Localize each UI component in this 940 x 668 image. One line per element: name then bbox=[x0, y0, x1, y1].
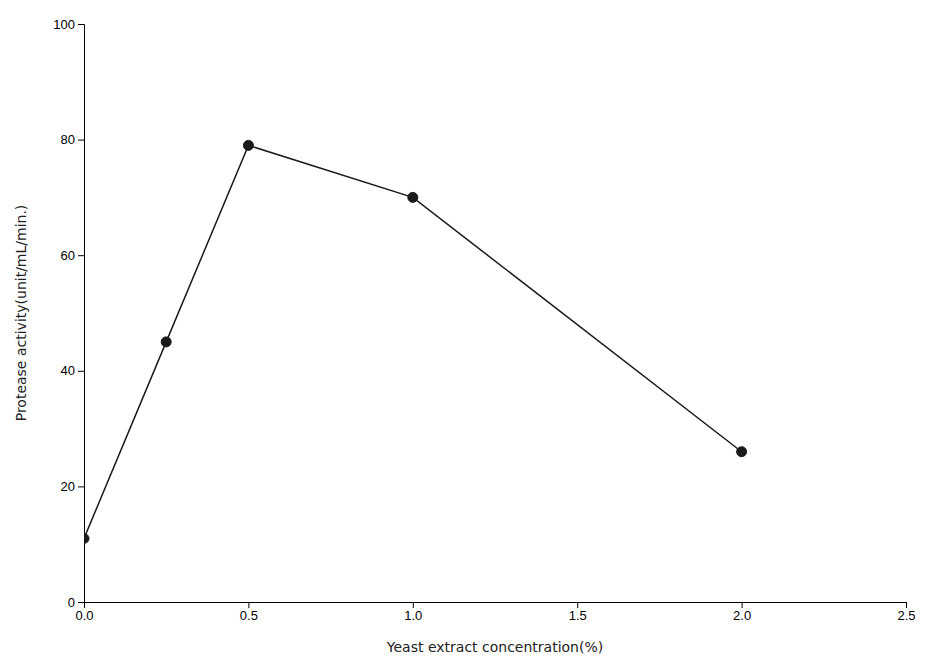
x-tick-mark bbox=[248, 602, 249, 608]
y-tick-label: 100 bbox=[53, 17, 75, 32]
y-tick-mark bbox=[78, 255, 84, 256]
x-tick: 0.5 bbox=[240, 602, 258, 623]
x-tick: 2.0 bbox=[733, 602, 751, 623]
y-tick-mark bbox=[78, 24, 84, 25]
x-tick-label: 2.0 bbox=[733, 608, 751, 623]
y-tick-mark bbox=[78, 602, 84, 603]
y-tick-label: 20 bbox=[61, 479, 75, 494]
x-tick-label: 1.5 bbox=[569, 608, 587, 623]
y-axis-line bbox=[78, 25, 85, 603]
x-tick-mark bbox=[577, 602, 578, 608]
point bbox=[243, 140, 253, 150]
x-tick-label: 2.5 bbox=[897, 608, 915, 623]
x-tick-mark bbox=[906, 602, 907, 608]
x-tick: 2.5 bbox=[897, 602, 915, 623]
x-axis-line bbox=[85, 603, 907, 609]
x-tick: 1.5 bbox=[569, 602, 587, 623]
y-tick-label: 40 bbox=[61, 363, 75, 378]
y-tick-mark bbox=[78, 140, 84, 141]
point bbox=[161, 337, 171, 347]
point bbox=[408, 192, 418, 202]
x-tick-mark bbox=[742, 602, 743, 608]
marks bbox=[84, 140, 747, 543]
plot: 0.0 0.5 1.0 1.5 2.0 2.5 0 20 40 60 80 100 Yeast extr… bbox=[13, 17, 916, 655]
x-tick: 0.0 bbox=[75, 602, 93, 623]
chart: 0.0 0.5 1.0 1.5 2.0 2.5 0 20 40 60 80 100 Yeast extr… bbox=[0, 0, 940, 668]
y-tick-label: 0 bbox=[68, 595, 75, 610]
y-axis-title: Protease activity(unit/mL/min.) bbox=[13, 205, 29, 422]
y-tick: 0 bbox=[68, 595, 84, 610]
y-tick-mark bbox=[78, 486, 84, 487]
x-axis: 0.0 0.5 1.0 1.5 2.0 2.5 bbox=[75, 602, 915, 623]
y-tick: 60 bbox=[61, 248, 84, 263]
point bbox=[737, 447, 747, 457]
x-tick-label: 0.5 bbox=[240, 608, 258, 623]
y-tick: 20 bbox=[61, 479, 84, 494]
x-tick-label: 0.0 bbox=[75, 608, 93, 623]
y-tick: 40 bbox=[61, 363, 84, 378]
point bbox=[84, 533, 89, 543]
x-tick: 1.0 bbox=[404, 602, 422, 623]
y-tick-label: 60 bbox=[61, 248, 75, 263]
x-tick-mark bbox=[413, 602, 414, 608]
y-tick: 80 bbox=[61, 132, 84, 147]
y-tick-mark bbox=[78, 371, 84, 372]
x-axis-title: Yeast extract concentration(%) bbox=[386, 639, 603, 655]
x-tick-label: 1.0 bbox=[404, 608, 422, 623]
y-tick-label: 80 bbox=[61, 132, 75, 147]
line bbox=[84, 145, 742, 538]
y-axis: 0 20 40 60 80 100 bbox=[53, 17, 84, 610]
y-tick: 100 bbox=[53, 17, 84, 32]
